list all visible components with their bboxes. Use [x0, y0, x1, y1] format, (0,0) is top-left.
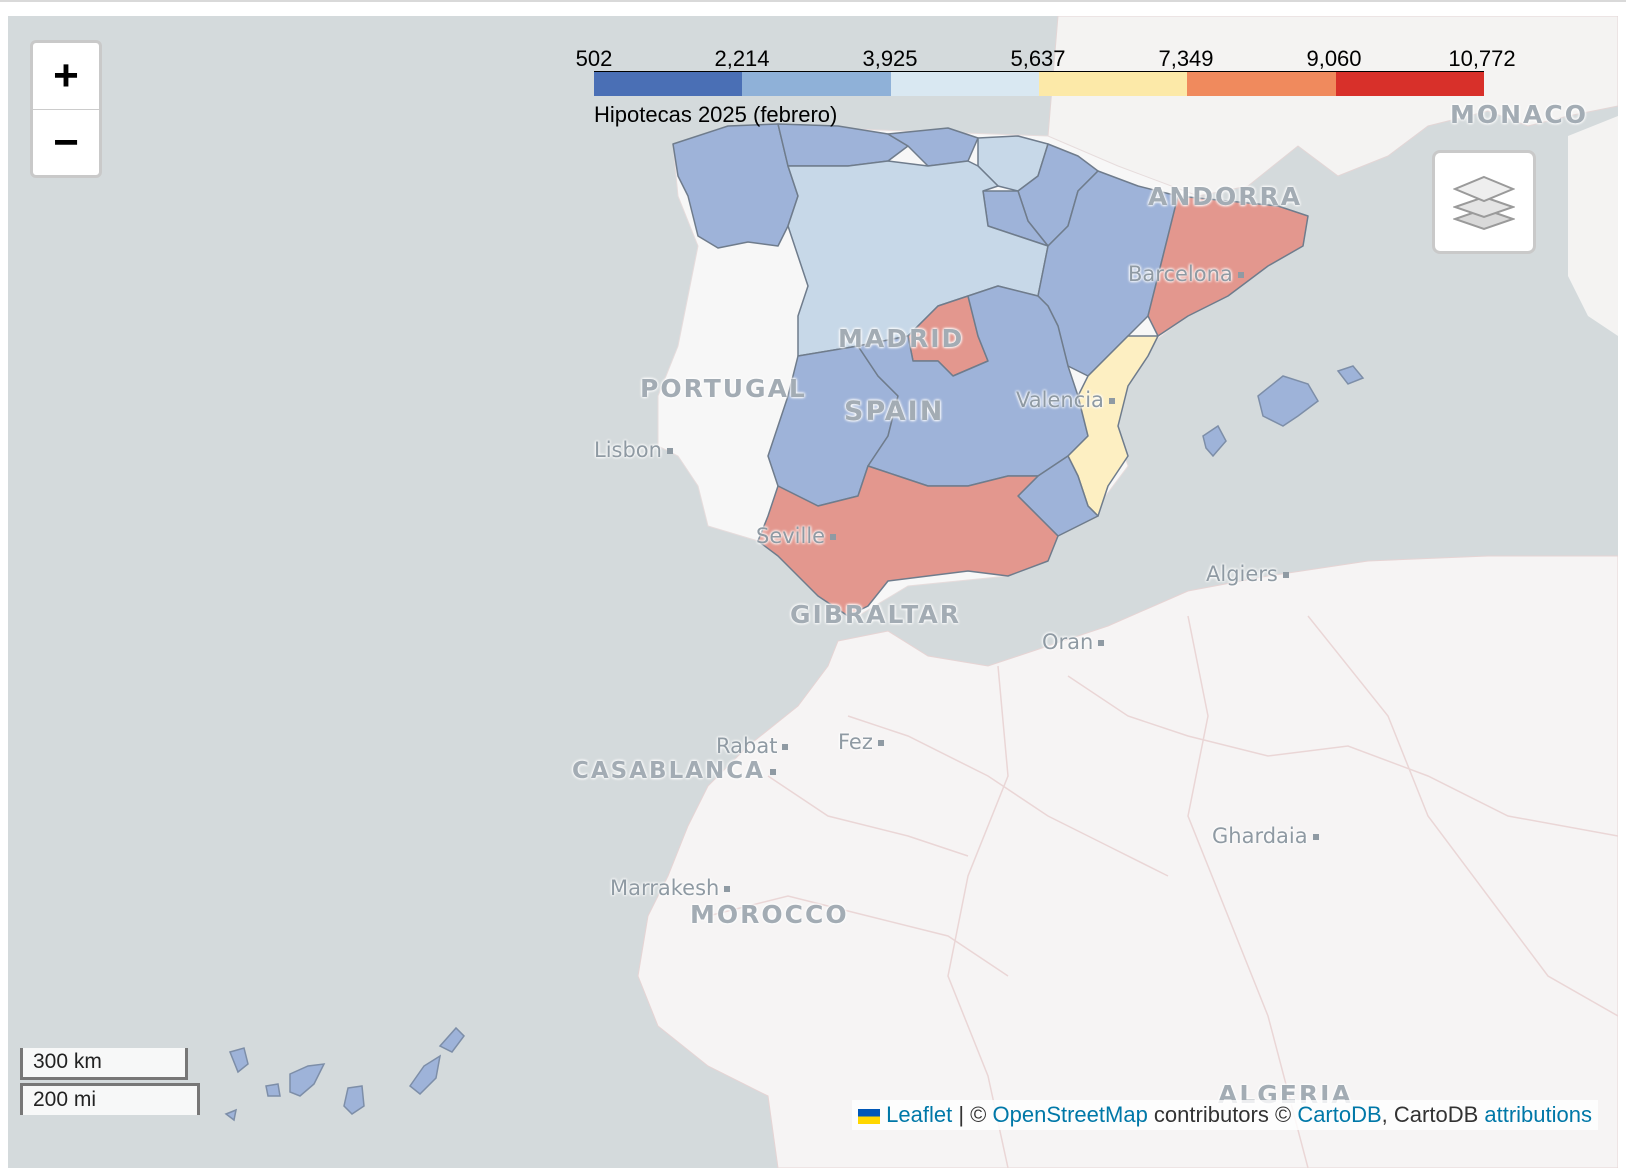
label-morocco: MOROCCO [690, 900, 849, 929]
label-ghardaia: Ghardaia [1212, 824, 1319, 848]
legend-color-step [1335, 72, 1484, 96]
legend-color-bar [594, 72, 1484, 96]
legend-tick: 502 [575, 46, 613, 71]
top-border [0, 0, 1626, 2]
legend-color-step [594, 72, 743, 96]
map-viewport[interactable]: MONACO ANDORRA Barcelona MADRID PORTUGAL… [8, 16, 1618, 1168]
label-valencia: Valencia [1016, 388, 1115, 412]
africa-borders [707, 615, 1618, 1168]
legend-tick: 5,637 [1010, 46, 1066, 71]
region-balears-menorca [1336, 365, 1365, 385]
spain-regions [672, 123, 1309, 617]
label-rabat: Rabat [716, 734, 789, 758]
attribution: Leaflet | © OpenStreetMap contributors ©… [852, 1100, 1598, 1130]
color-legend: 502 2,214 3,925 5,637 7,349 9,060 10,772… [574, 42, 1534, 132]
label-gibraltar: GIBRALTAR [790, 600, 961, 629]
label-monaco: MONACO [1450, 100, 1589, 129]
label-andorra: ANDORRA [1148, 182, 1303, 211]
ukraine-flag-icon [858, 1108, 881, 1124]
legend-tick: 9,060 [1306, 46, 1362, 71]
attributions-link[interactable]: attributions [1484, 1102, 1592, 1127]
scale-imperial: 200 mi [20, 1083, 200, 1115]
label-barcelona: Barcelona [1128, 262, 1244, 286]
label-lisbon: Lisbon [594, 438, 673, 462]
leaflet-link[interactable]: Leaflet [886, 1102, 953, 1127]
region-balears-mallorca [1257, 375, 1319, 427]
label-marrakesh: Marrakesh [610, 876, 731, 900]
zoom-in-button[interactable]: + [33, 43, 99, 110]
label-oran: Oran [1042, 630, 1105, 654]
basemap [224, 16, 1618, 1168]
label-seville: Seville [756, 524, 837, 548]
land-north-africa [637, 555, 1618, 1168]
region-andalucia [757, 465, 1059, 617]
legend-caption: Hipotecas 2025 (febrero) [594, 102, 838, 127]
scale-metric: 300 km [20, 1048, 188, 1080]
label-fez: Fez [838, 730, 884, 754]
zoom-out-button[interactable]: − [53, 118, 79, 167]
label-algiers: Algiers [1206, 562, 1289, 586]
label-casablanca: CASABLANCA [572, 758, 776, 784]
legend-tick: 3,925 [862, 46, 918, 71]
legend-tick: 10,772 [1448, 46, 1516, 71]
zoom-control: + − [30, 40, 102, 178]
legend-color-step [1038, 72, 1188, 96]
legend-tick: 2,214 [714, 46, 770, 71]
cartodb-link[interactable]: CartoDB [1297, 1102, 1382, 1127]
layers-button[interactable] [1432, 150, 1536, 254]
land-italy [1568, 116, 1618, 336]
layers-icon [1453, 175, 1515, 231]
label-portugal: PORTUGAL [640, 374, 807, 403]
legend-color-step [1187, 72, 1336, 96]
legend-color-step [890, 72, 1039, 96]
label-spain: SPAIN [844, 396, 945, 427]
osm-link[interactable]: OpenStreetMap [992, 1102, 1148, 1127]
legend-color-step [742, 72, 891, 96]
legend-tick: 7,349 [1158, 46, 1214, 71]
region-cataluna [1147, 195, 1309, 337]
region-canarias [224, 1026, 465, 1122]
label-madrid: MADRID [838, 324, 965, 353]
region-balears-ibiza [1202, 424, 1227, 458]
